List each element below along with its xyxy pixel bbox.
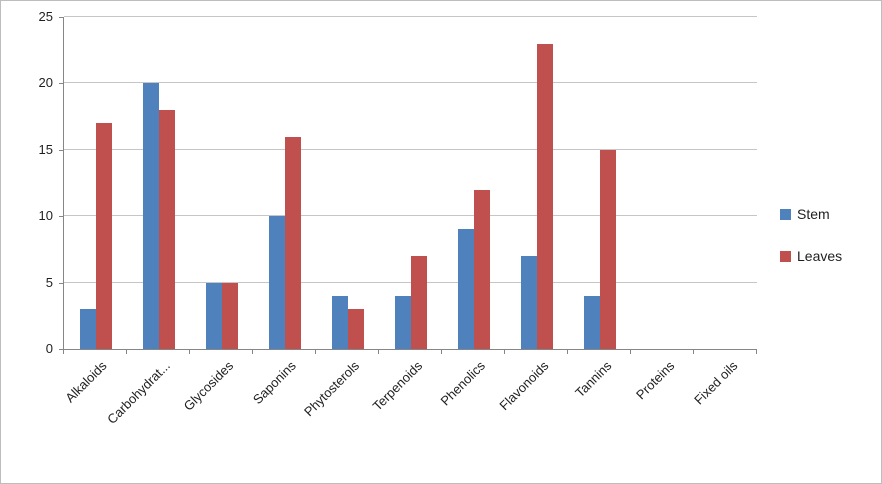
x-axis-label: Glycosides xyxy=(180,358,237,414)
x-axis-label: Proteins xyxy=(632,358,678,403)
legend-item-leaves[interactable]: Leaves xyxy=(780,248,842,264)
gridline xyxy=(64,16,757,17)
y-axis-label: 5 xyxy=(45,274,53,290)
x-axis-label: Phytosterols xyxy=(300,358,363,420)
bar-stem-phenolics[interactable] xyxy=(457,229,474,349)
bar-stem-alkaloids[interactable] xyxy=(79,309,96,349)
x-tick xyxy=(693,350,694,354)
bar-stem-flavonoids[interactable] xyxy=(520,256,537,349)
y-tick xyxy=(59,349,63,350)
bar-stem-glycosides[interactable] xyxy=(205,283,222,349)
x-tick xyxy=(126,350,127,354)
x-tick xyxy=(567,350,568,354)
x-tick xyxy=(63,350,64,354)
bar-leaves-phytosterols[interactable] xyxy=(347,309,364,349)
x-tick xyxy=(252,350,253,354)
y-axis-label: 25 xyxy=(38,9,53,24)
legend-swatch-leaves xyxy=(780,250,791,262)
y-tick xyxy=(59,17,63,18)
x-axis-label: Phenolics xyxy=(437,358,489,409)
x-axis-label: Flavonoids xyxy=(496,358,552,414)
x-tick xyxy=(315,350,316,354)
x-axis-label: Carbohydrat... xyxy=(104,358,174,427)
gridline xyxy=(64,215,757,217)
plot-area xyxy=(63,16,757,350)
x-axis-label: Alkaloids xyxy=(62,358,111,406)
x-tick xyxy=(378,350,379,354)
bar-stem-terpenoids[interactable] xyxy=(394,296,411,349)
gridline xyxy=(64,148,757,150)
y-axis-label: 0 xyxy=(45,341,53,356)
x-axis-label: Saponins xyxy=(250,358,300,407)
x-tick xyxy=(441,350,442,354)
x-tick xyxy=(189,350,190,354)
legend-item-stem[interactable]: Stem xyxy=(780,206,842,222)
bar-leaves-terpenoids[interactable] xyxy=(410,256,427,349)
y-axis-label: 10 xyxy=(38,208,53,224)
bar-stem-saponins[interactable] xyxy=(268,216,285,349)
y-axis-label: 15 xyxy=(38,141,53,157)
legend-swatch-stem xyxy=(780,208,791,220)
bar-leaves-glycosides[interactable] xyxy=(221,283,238,349)
bar-leaves-phenolics[interactable] xyxy=(473,190,490,349)
bar-leaves-carbohydrat[interactable] xyxy=(158,110,175,349)
bar-leaves-tannins[interactable] xyxy=(599,150,616,349)
y-tick xyxy=(59,83,63,85)
legend-label-stem: Stem xyxy=(797,206,830,222)
legend: Stem Leaves xyxy=(780,206,842,290)
x-tick xyxy=(630,350,631,354)
bar-stem-phytosterols[interactable] xyxy=(331,296,348,349)
x-axis-label: Tannins xyxy=(571,358,615,401)
x-axis-label: Fixed oils xyxy=(690,358,741,408)
x-tick xyxy=(504,350,505,354)
bar-leaves-flavonoids[interactable] xyxy=(536,44,553,349)
bar-leaves-saponins[interactable] xyxy=(284,137,301,349)
y-tick xyxy=(59,216,63,218)
y-axis-label: 20 xyxy=(38,75,53,91)
y-tick xyxy=(59,149,63,151)
x-axis-label: Terpenoids xyxy=(369,358,426,414)
bar-leaves-alkaloids[interactable] xyxy=(95,123,112,349)
bar-stem-carbohydrat[interactable] xyxy=(142,83,159,349)
legend-label-leaves: Leaves xyxy=(797,248,843,264)
x-tick xyxy=(756,350,757,354)
bar-stem-tannins[interactable] xyxy=(583,296,600,349)
y-tick xyxy=(59,282,63,284)
gridline xyxy=(64,82,757,84)
